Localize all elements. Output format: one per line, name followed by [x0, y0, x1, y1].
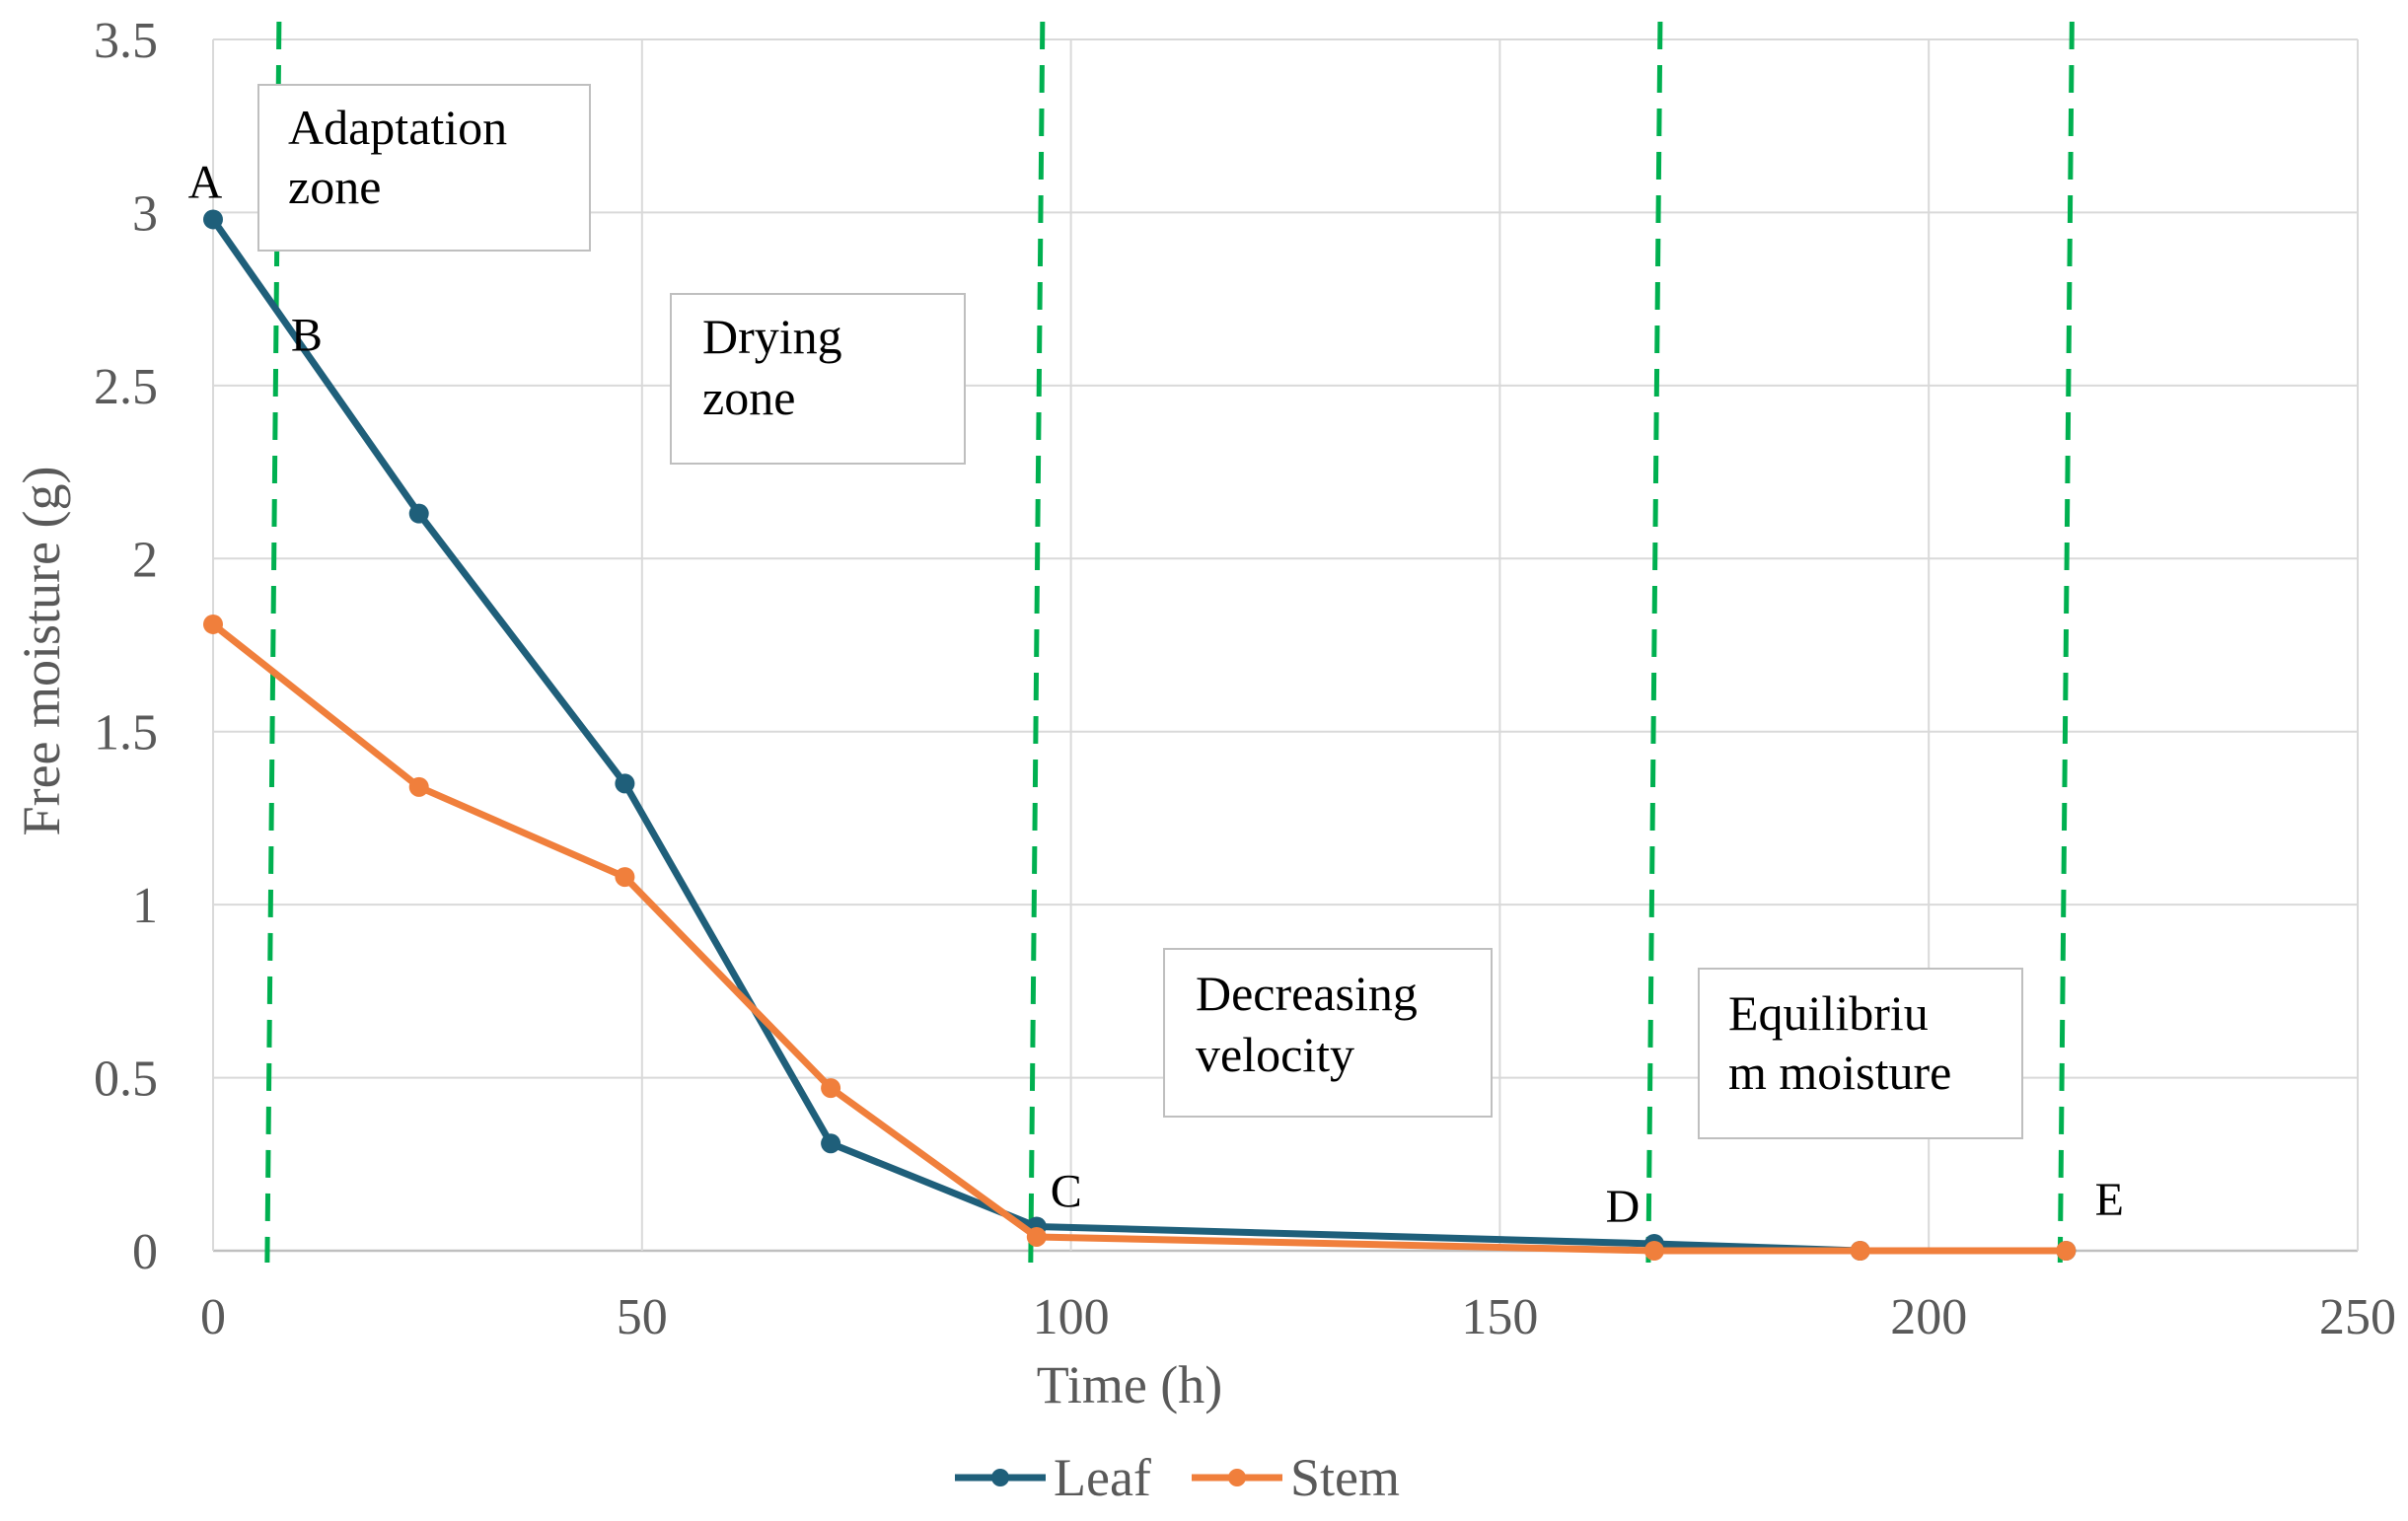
y-tick-label: 3: [132, 185, 158, 242]
zone-boundary-line: [1645, 21, 1663, 1264]
x-tick-label: 50: [617, 1289, 668, 1345]
data-point-stem: [1643, 1241, 1664, 1261]
zone-box-drying: Drying zone: [670, 293, 966, 465]
legend-leaf-marker: [991, 1469, 1009, 1486]
y-tick-label: 2.5: [94, 359, 158, 415]
y-tick-label: 2: [132, 532, 158, 588]
legend-stem-label: Stem: [1290, 1448, 1400, 1507]
data-point-stem: [203, 614, 223, 634]
legend-item-leaf: Leaf: [955, 1448, 1151, 1507]
legend-leaf-label: Leaf: [1054, 1448, 1151, 1507]
data-point-stem: [1026, 1226, 1047, 1247]
data-point-leaf: [615, 773, 635, 794]
zone-boundary-line: [2057, 21, 2075, 1264]
data-point-stem: [821, 1078, 841, 1099]
zone-adaptation-line-2: zone: [288, 159, 381, 214]
zone-decreasing-line-2: velocity: [1196, 1027, 1354, 1082]
y-tick-label: 3.5: [94, 13, 158, 69]
zone-drying-line-2: zone: [702, 370, 795, 425]
zone-adaptation-line-1: Adaptation: [288, 100, 507, 155]
zone-drying-line-1: Drying: [702, 309, 842, 364]
point-labels: A B C D E: [188, 156, 2124, 1233]
zone-boundary-line: [264, 21, 282, 1264]
zone-equilibrium-line-1: Equilibriu: [1728, 985, 1929, 1041]
series-layer: [203, 209, 2077, 1261]
data-point-leaf: [203, 209, 223, 230]
series-stem: [203, 614, 2077, 1261]
x-tick-label: 100: [1033, 1289, 1110, 1345]
data-point-leaf: [408, 503, 429, 524]
x-tick-label: 150: [1461, 1289, 1538, 1345]
data-point-stem: [408, 776, 429, 797]
point-label-a: A: [188, 156, 223, 208]
x-axis-title: Time (h): [1037, 1355, 1223, 1414]
data-point-leaf: [821, 1133, 841, 1154]
y-axis-title: Free moisture (g): [12, 467, 71, 836]
zone-boundary-lines: [264, 21, 2075, 1264]
zone-box-decreasing-velocity: Decreasing velocity: [1163, 948, 1493, 1118]
zone-decreasing-line-1: Decreasing: [1196, 966, 1418, 1021]
x-tick-label: 200: [1890, 1289, 1967, 1345]
legend: Leaf Stem: [955, 1448, 1400, 1507]
zone-box-equilibrium: Equilibriu m moisture: [1698, 968, 2023, 1139]
point-label-c: C: [1051, 1165, 1082, 1217]
series-line-stem: [209, 620, 2070, 1255]
point-label-d: D: [1606, 1181, 1641, 1233]
y-tick-label: 0.5: [94, 1051, 158, 1108]
zone-boundary-line: [1028, 21, 1046, 1264]
legend-item-stem: Stem: [1192, 1448, 1400, 1507]
x-tick-label: 250: [2319, 1289, 2396, 1345]
point-label-b: B: [291, 310, 323, 362]
zone-equilibrium-line-2: m moisture: [1728, 1045, 1951, 1100]
x-tick-label: 0: [200, 1289, 226, 1345]
y-tick-label: 1: [132, 878, 158, 934]
data-point-stem: [1850, 1241, 1870, 1261]
legend-stem-marker: [1228, 1469, 1246, 1486]
zone-box-adaptation: Adaptation zone: [257, 84, 591, 252]
point-label-e: E: [2095, 1174, 2124, 1226]
axis-ticks: 0 0.5 1 1.5 2 2.5 3 3.5 0 50 100 150 200 250: [94, 13, 2396, 1345]
data-point-stem: [615, 867, 635, 888]
data-point-stem: [2056, 1241, 2077, 1261]
y-tick-label: 1.5: [94, 705, 158, 761]
y-tick-label: 0: [132, 1224, 158, 1280]
